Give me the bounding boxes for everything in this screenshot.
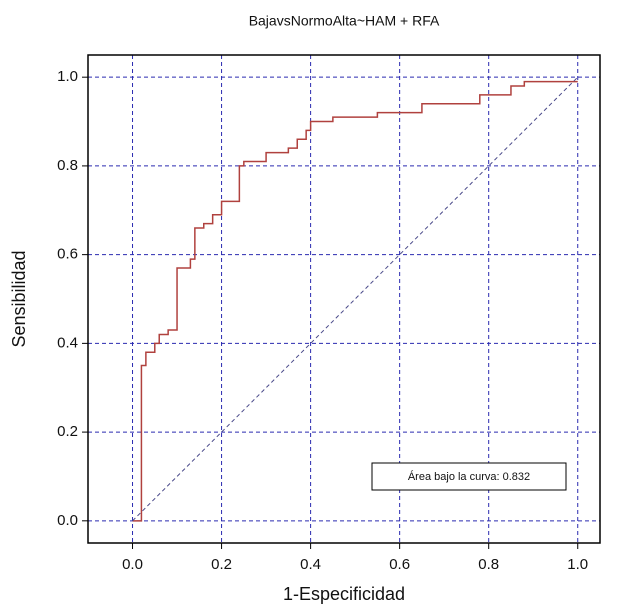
y-tick-label: 0.2 xyxy=(57,423,78,440)
x-tick-label: 0.0 xyxy=(122,556,143,573)
x-tick-label: 0.6 xyxy=(389,556,410,573)
chart-title: BajavsNormoAlta~HAM + RFA xyxy=(249,13,440,29)
x-tick-label: 1.0 xyxy=(567,556,588,573)
x-tick-label: 0.8 xyxy=(478,556,499,573)
y-tick-label: 0.4 xyxy=(57,334,78,351)
plot-frame xyxy=(87,54,601,544)
y-tick-label: 0.8 xyxy=(57,157,78,174)
y-axis-label: Sensibilidad xyxy=(9,250,29,347)
x-axis-label: 1-Especificidad xyxy=(283,584,405,604)
annotation-box xyxy=(371,462,567,491)
x-tick-label: 0.2 xyxy=(211,556,232,573)
y-tick-label: 1.0 xyxy=(57,68,78,85)
roc-line xyxy=(132,76,579,522)
roc-line xyxy=(132,80,578,522)
y-tick-label: 0.0 xyxy=(57,512,78,529)
x-tick-label: 0.4 xyxy=(300,556,321,573)
annotation: Área bajo la curva: 0.832 xyxy=(408,470,530,483)
y-tick-label: 0.6 xyxy=(57,246,78,263)
